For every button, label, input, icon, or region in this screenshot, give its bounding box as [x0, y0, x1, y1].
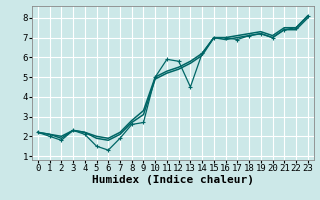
X-axis label: Humidex (Indice chaleur): Humidex (Indice chaleur): [92, 175, 254, 185]
